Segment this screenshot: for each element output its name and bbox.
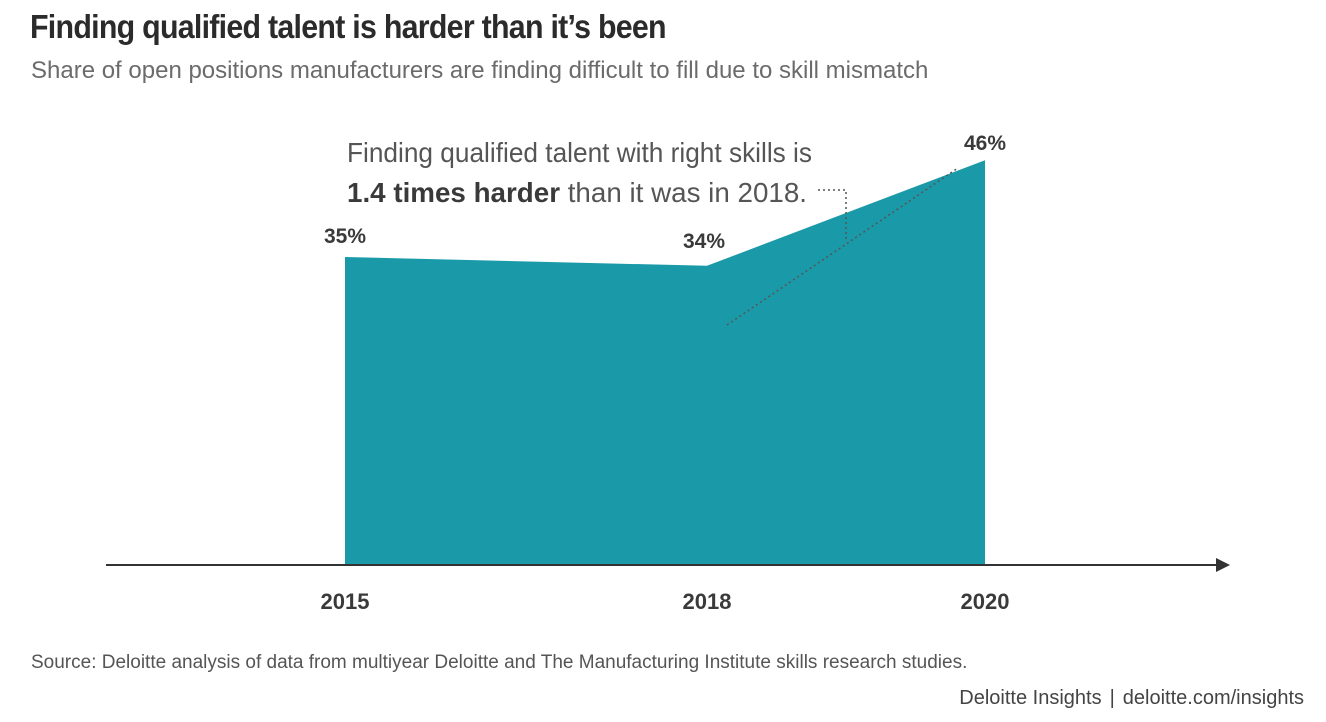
annotation-line-1: Finding qualified talent with right skil… (347, 137, 812, 168)
x-tick-label: 2020 (961, 589, 1010, 614)
chart-title: Finding qualified talent is harder than … (30, 8, 667, 45)
data-label: 46% (964, 132, 1006, 155)
data-label: 35% (324, 225, 366, 248)
annotation-bold: 1.4 times harder (347, 177, 560, 208)
credit-line: Deloitte Insights | deloitte.com/insights (959, 687, 1304, 710)
annotation-leader-line (818, 189, 847, 240)
brand-name: Deloitte Insights (959, 687, 1102, 709)
x-tick-label: 2015 (321, 589, 370, 614)
annotation-rest: than it was in 2018. (560, 177, 807, 208)
data-label: 34% (683, 230, 725, 253)
x-axis-ticks: 2015 2018 2020 (321, 589, 1010, 614)
annotation-line-2: 1.4 times harder than it was in 2018. (347, 177, 807, 208)
value-labels: 35% 34% 46% (324, 132, 1006, 253)
x-tick-label: 2018 (683, 589, 732, 614)
brand-url[interactable]: deloitte.com/insights (1122, 687, 1304, 709)
credit-separator: | (1109, 687, 1115, 709)
area-chart: 2015 2018 2020 35% 34% 46% Finding qualified… (106, 132, 1230, 614)
source-note: Source: Deloitte analysis of data from m… (31, 652, 968, 673)
annotation-diagonal-line (726, 167, 959, 326)
chart-subtitle: Share of open positions manufacturers ar… (31, 57, 929, 84)
area-series (345, 160, 985, 565)
x-axis-arrow-icon (1216, 558, 1230, 572)
